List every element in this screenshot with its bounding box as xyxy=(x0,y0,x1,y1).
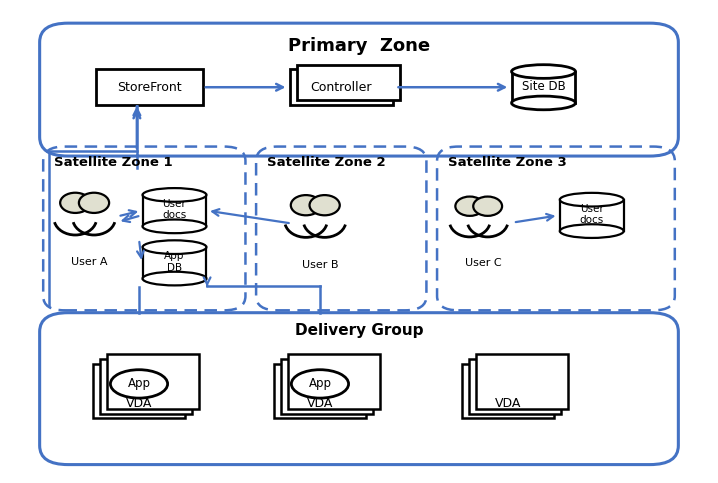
Text: VDA: VDA xyxy=(126,397,152,410)
FancyBboxPatch shape xyxy=(476,354,569,409)
Circle shape xyxy=(291,195,321,215)
Circle shape xyxy=(309,195,340,215)
Text: User A: User A xyxy=(71,257,108,267)
FancyBboxPatch shape xyxy=(96,70,203,105)
Ellipse shape xyxy=(143,272,206,285)
FancyBboxPatch shape xyxy=(107,354,200,409)
FancyBboxPatch shape xyxy=(462,364,554,418)
Text: StoreFront: StoreFront xyxy=(117,81,182,94)
Circle shape xyxy=(79,193,109,213)
Bar xyxy=(143,195,206,227)
Ellipse shape xyxy=(143,219,206,233)
FancyBboxPatch shape xyxy=(281,359,373,413)
FancyBboxPatch shape xyxy=(288,354,381,409)
Text: User C: User C xyxy=(465,258,501,268)
FancyBboxPatch shape xyxy=(93,364,185,418)
Text: App: App xyxy=(128,377,151,390)
Text: Delivery Group: Delivery Group xyxy=(295,323,423,338)
FancyBboxPatch shape xyxy=(290,70,393,105)
Text: User
docs: User docs xyxy=(579,204,604,225)
Circle shape xyxy=(60,193,90,213)
Text: VDA: VDA xyxy=(495,397,521,410)
Ellipse shape xyxy=(111,369,167,398)
FancyBboxPatch shape xyxy=(39,23,679,156)
Circle shape xyxy=(455,197,484,216)
Text: User B: User B xyxy=(302,259,338,270)
FancyBboxPatch shape xyxy=(274,364,366,418)
Text: VDA: VDA xyxy=(307,397,333,410)
FancyBboxPatch shape xyxy=(297,65,400,100)
Text: Primary  Zone: Primary Zone xyxy=(288,37,430,56)
Text: App: App xyxy=(309,377,332,390)
Ellipse shape xyxy=(143,188,206,202)
Text: Satellite Zone 2: Satellite Zone 2 xyxy=(267,156,386,169)
Ellipse shape xyxy=(512,65,575,78)
Bar xyxy=(143,247,206,279)
FancyBboxPatch shape xyxy=(100,359,192,413)
Ellipse shape xyxy=(143,241,206,254)
Text: Site DB: Site DB xyxy=(522,80,565,93)
Bar xyxy=(512,71,575,103)
Bar xyxy=(560,199,624,231)
Text: User
docs: User docs xyxy=(162,199,187,221)
Ellipse shape xyxy=(560,193,624,207)
Ellipse shape xyxy=(292,369,348,398)
Text: Controller: Controller xyxy=(310,81,372,94)
FancyBboxPatch shape xyxy=(39,313,679,465)
Circle shape xyxy=(473,197,502,216)
Text: Satellite Zone 1: Satellite Zone 1 xyxy=(54,156,172,169)
Text: Satellite Zone 3: Satellite Zone 3 xyxy=(448,156,567,169)
Ellipse shape xyxy=(560,224,624,238)
Ellipse shape xyxy=(512,96,575,110)
Text: App
DB: App DB xyxy=(164,251,185,273)
FancyBboxPatch shape xyxy=(469,359,561,413)
